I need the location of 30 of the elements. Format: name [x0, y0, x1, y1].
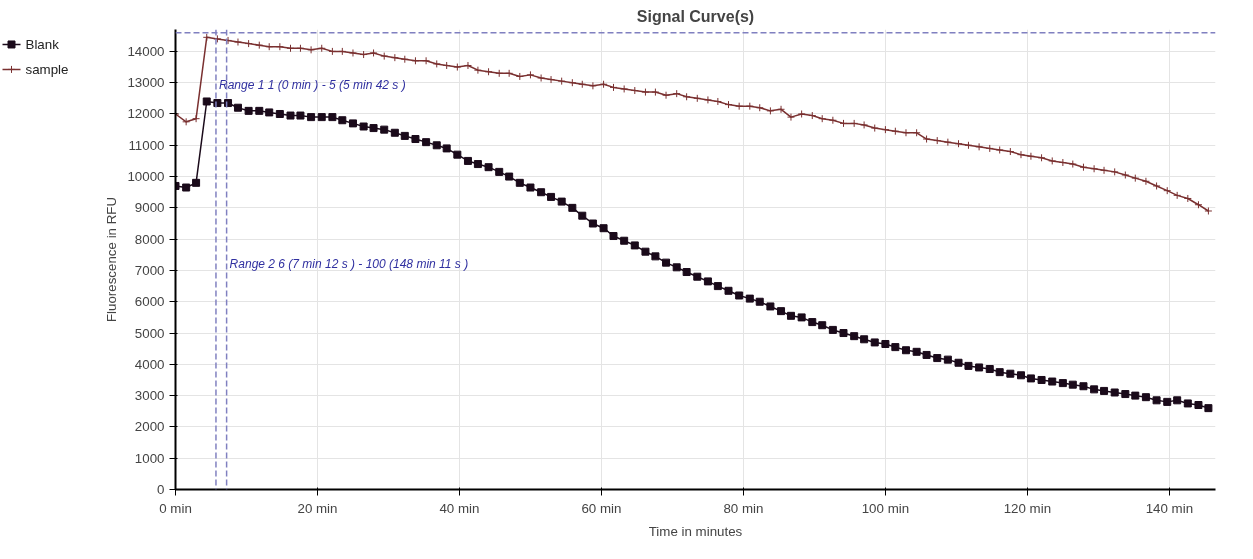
x-tick-label: 120 min [1003, 500, 1052, 516]
y-tick-label: 7000 [134, 262, 165, 278]
y-tick-label: 14000 [127, 43, 165, 59]
x-tick-label: 60 min [581, 500, 622, 516]
y-tick-label: 13000 [127, 75, 165, 91]
y-tick-label: 9000 [134, 200, 165, 216]
y-tick-label: 6000 [134, 294, 165, 310]
chart-title: Signal Curve(s) [636, 7, 755, 25]
y-tick-label: 4000 [134, 356, 165, 372]
x-tick-label: 40 min [439, 500, 480, 516]
legend-label: Blank [25, 36, 60, 52]
x-tick-label: 140 min [1145, 500, 1194, 516]
x-tick-label: 100 min [861, 500, 910, 516]
legend-label: sample [25, 61, 69, 77]
x-tick-label: 20 min [297, 500, 338, 516]
x-tick-label: 0 min [159, 500, 192, 516]
y-tick-label: 2000 [134, 419, 165, 435]
y-axis-title: Fluorescence in RFU [104, 196, 120, 323]
y-tick-label: 10000 [127, 169, 165, 185]
y-tick-label: 12000 [127, 106, 165, 122]
ref-line-label: Range 2 6 (7 min 12 s ) - 100 (148 min 11 s ) [229, 257, 469, 272]
ref-line-label: Range 1 1 (0 min ) - 5 (5 min 42 s ) [218, 77, 406, 92]
y-tick-label: 5000 [134, 325, 165, 341]
y-tick-label: 11000 [128, 137, 165, 153]
y-tick-label: 3000 [134, 388, 165, 404]
y-tick-label: 1000 [134, 450, 165, 466]
y-tick-label: 8000 [134, 231, 165, 247]
y-tick-label: 0 [157, 482, 165, 497]
x-tick-label: 80 min [723, 500, 764, 516]
x-axis-title: Time in minutes [648, 523, 743, 539]
